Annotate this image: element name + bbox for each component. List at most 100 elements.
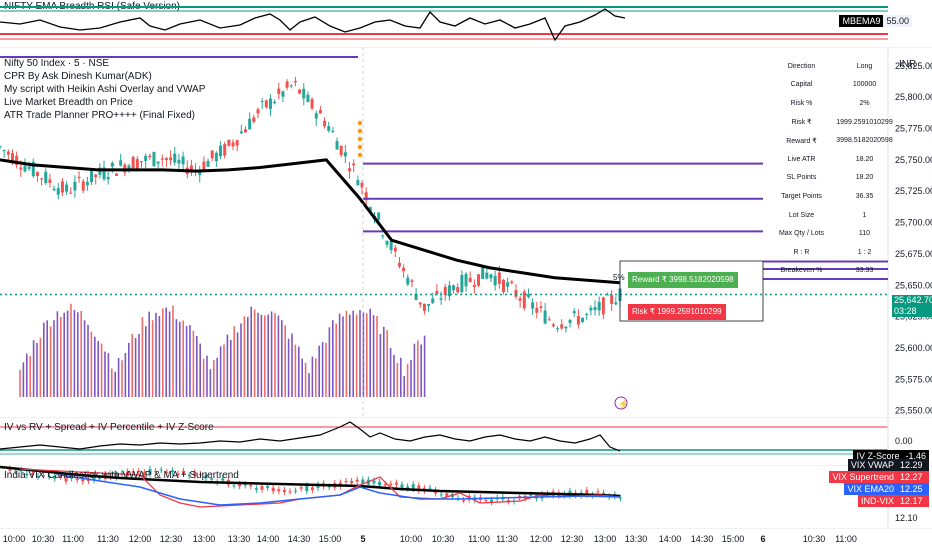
candle-body xyxy=(393,247,397,252)
candle-body xyxy=(597,302,601,311)
vix-candle-body xyxy=(294,490,298,492)
candle-body xyxy=(497,272,501,284)
candle-body xyxy=(339,145,343,156)
last-price-value: 25,642.70 xyxy=(894,295,932,305)
vix-vwap-line xyxy=(0,465,621,498)
candle-body xyxy=(306,94,310,102)
vix-label-value: 12.27 xyxy=(897,471,929,483)
vix-candle-body xyxy=(81,477,85,482)
price-axis-tick: 25,825.00 xyxy=(895,61,932,71)
vix-candle-body xyxy=(193,472,197,476)
trade-table-key: Capital xyxy=(790,81,813,89)
candle-body xyxy=(173,153,177,163)
candle-body xyxy=(289,85,293,87)
vix-candle-body xyxy=(148,468,152,475)
candle-body xyxy=(356,180,360,186)
time-axis-tick: 11:30 xyxy=(496,534,518,544)
vix-candle-body xyxy=(305,485,309,492)
vix-candle-body xyxy=(254,488,258,490)
vix-candle-body xyxy=(187,474,191,477)
candle-body xyxy=(381,235,385,237)
candle-body xyxy=(135,159,139,169)
candle-body xyxy=(472,285,476,288)
trade-table-key: R : R xyxy=(793,248,810,256)
time-axis-tick: 10:30 xyxy=(803,534,826,544)
vix-axis-bottom: 12.10 xyxy=(895,513,918,523)
vix-candle-body xyxy=(271,487,275,492)
candle-body xyxy=(443,286,447,295)
candle-body xyxy=(531,302,535,309)
vix-candle-body xyxy=(529,494,533,496)
vix-candle-body xyxy=(70,476,74,479)
candle-body xyxy=(94,174,98,178)
candle-body xyxy=(360,182,364,188)
candle-body xyxy=(239,131,243,134)
candle-body xyxy=(518,298,522,301)
trade-table-value: 1999.2591010299 xyxy=(836,118,893,126)
main-price-chart[interactable]: 25,825.00 25,800.00 25,775.00 25,750.00 25,7… xyxy=(0,47,932,417)
candle-body xyxy=(606,294,610,296)
vix-candle-body xyxy=(232,485,236,487)
indicator-atr-planner[interactable]: ATR Trade Planner PRO++++ (Final Fixed) xyxy=(4,110,196,121)
price-axis-tick: 25,550.00 xyxy=(895,406,932,416)
signal-dot xyxy=(357,136,363,142)
indicator-cpr[interactable]: CPR By Ask Dinesh Kumar(ADK) xyxy=(4,71,152,82)
candle-body xyxy=(90,170,94,183)
vix-candle-body xyxy=(114,474,118,478)
time-axis[interactable]: 10:00 10:30 11:00 11:30 12:00 12:30 13:00 13:30… xyxy=(0,528,932,550)
vix-candle-body xyxy=(14,471,18,473)
vix-label-value: 12.25 xyxy=(897,483,929,495)
vix-label-name: VIX Supertrend xyxy=(829,471,897,483)
vix-candle-body xyxy=(198,473,202,475)
vix-candle-body xyxy=(75,478,79,481)
symbol-title[interactable]: Nifty 50 Index · 5 · NSE xyxy=(4,58,110,69)
candle-body xyxy=(131,156,135,169)
time-axis-tick: 14:30 xyxy=(288,534,311,544)
trade-table-value: 33.33 xyxy=(855,267,874,275)
time-axis-tick: 11:30 xyxy=(97,534,119,544)
vix-label-name: VIX VWAP xyxy=(847,459,897,471)
candle-body xyxy=(248,118,252,130)
candle-body xyxy=(260,101,264,103)
candle-body xyxy=(493,276,497,286)
vix-candle-body xyxy=(355,479,359,482)
vix-label: VIX VWAP 12.29 xyxy=(829,459,929,471)
candle-body xyxy=(364,192,368,201)
time-axis-tick: 13:30 xyxy=(625,534,648,544)
candle-body xyxy=(264,100,268,108)
candle-body xyxy=(231,142,235,147)
candle-body xyxy=(6,151,10,155)
vix-candle-body xyxy=(394,482,398,485)
vix-label-name: VIX EMA20 xyxy=(844,483,897,495)
vix-candle-body xyxy=(445,493,449,497)
vix-candle-body xyxy=(98,478,102,480)
vix-pane-title: India VIX Candlestick with VWAP & MA + S… xyxy=(4,470,239,481)
vix-candle-body xyxy=(159,469,163,471)
candle-body xyxy=(560,324,564,329)
candle-body xyxy=(535,308,539,313)
flash-icon[interactable] xyxy=(614,396,628,410)
last-price-tag: 25,642.70 03:28 xyxy=(892,295,932,317)
vix-candle-body xyxy=(299,487,303,489)
candle-body xyxy=(110,162,114,167)
time-axis-tick: 12:30 xyxy=(561,534,584,544)
vix-candle-body xyxy=(154,471,158,473)
vix-candle-body xyxy=(361,479,365,484)
vix-candle-body xyxy=(53,475,57,479)
trade-table-row: Risk % 2% xyxy=(770,94,896,113)
vix-candle-body xyxy=(411,484,415,490)
price-axis-tick: 25,700.00 xyxy=(895,218,932,228)
indicator-heikin-ashi[interactable]: My script with Heikin Ashi Overlay and V… xyxy=(4,84,206,95)
currency-label: INR xyxy=(899,59,917,70)
vix-candle-body xyxy=(327,486,331,488)
vix-candle-body xyxy=(30,473,34,476)
time-axis-tick: 14:00 xyxy=(659,534,682,544)
trade-table-value: Long xyxy=(856,62,873,70)
vix-candle-body xyxy=(142,472,146,475)
candle-body xyxy=(31,161,35,177)
indicator-market-breadth[interactable]: Live Market Breadth on Price xyxy=(4,97,133,108)
candle-body xyxy=(318,109,322,114)
candle-body xyxy=(56,188,60,195)
time-axis-tick: 14:00 xyxy=(257,534,280,544)
trade-table-value: 18.20 xyxy=(855,155,874,163)
